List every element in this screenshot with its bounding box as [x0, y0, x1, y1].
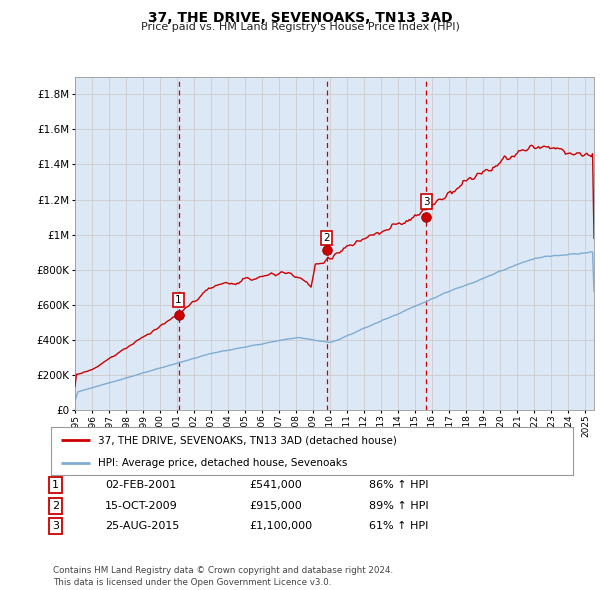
Text: 1: 1	[52, 480, 59, 490]
Text: 25-AUG-2015: 25-AUG-2015	[105, 522, 179, 531]
Text: £915,000: £915,000	[249, 501, 302, 510]
Text: 37, THE DRIVE, SEVENOAKS, TN13 3AD (detached house): 37, THE DRIVE, SEVENOAKS, TN13 3AD (deta…	[98, 435, 397, 445]
Text: Contains HM Land Registry data © Crown copyright and database right 2024.
This d: Contains HM Land Registry data © Crown c…	[53, 566, 393, 587]
Text: Price paid vs. HM Land Registry's House Price Index (HPI): Price paid vs. HM Land Registry's House …	[140, 22, 460, 32]
Text: £541,000: £541,000	[249, 480, 302, 490]
Text: 1: 1	[175, 294, 182, 304]
Text: 37, THE DRIVE, SEVENOAKS, TN13 3AD: 37, THE DRIVE, SEVENOAKS, TN13 3AD	[148, 11, 452, 25]
Text: 3: 3	[423, 196, 430, 206]
Text: 02-FEB-2001: 02-FEB-2001	[105, 480, 176, 490]
Text: 61% ↑ HPI: 61% ↑ HPI	[369, 522, 428, 531]
Text: 3: 3	[52, 522, 59, 531]
Text: 86% ↑ HPI: 86% ↑ HPI	[369, 480, 428, 490]
Text: £1,100,000: £1,100,000	[249, 522, 312, 531]
Text: 15-OCT-2009: 15-OCT-2009	[105, 501, 178, 510]
Text: HPI: Average price, detached house, Sevenoaks: HPI: Average price, detached house, Seve…	[98, 458, 347, 468]
Text: 89% ↑ HPI: 89% ↑ HPI	[369, 501, 428, 510]
Text: 2: 2	[323, 234, 330, 243]
Text: 2: 2	[52, 501, 59, 510]
